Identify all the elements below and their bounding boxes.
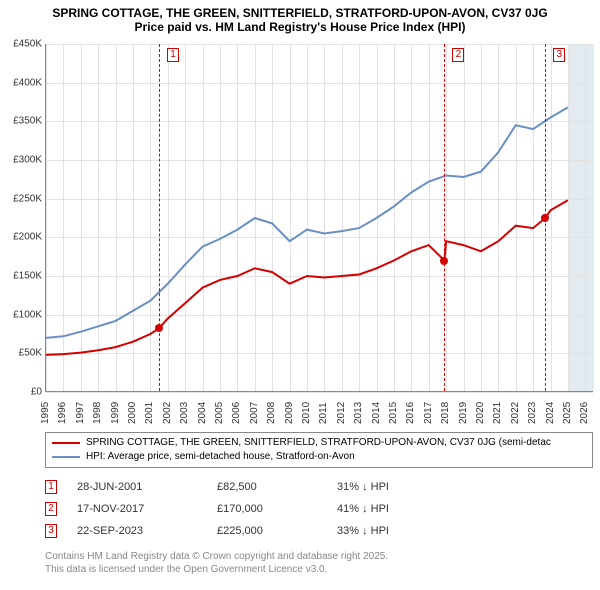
x-tick-label: 2018 [440,402,451,424]
series-line-hpi [46,107,568,338]
legend-swatch-property [52,442,80,444]
footer-line-2: This data is licensed under the Open Gov… [45,563,593,576]
sales-row: 2 17-NOV-2017 £170,000 41% ↓ HPI [45,498,593,520]
x-tick-label: 1999 [110,402,121,424]
x-tick-label: 2008 [266,402,277,424]
x-tick-label: 2004 [197,402,208,424]
x-tick-label: 2023 [527,402,538,424]
x-tick-label: 2026 [579,402,590,424]
sales-price: £225,000 [217,525,337,537]
sale-marker-point [541,214,549,222]
sales-row: 1 28-JUN-2001 £82,500 31% ↓ HPI [45,476,593,498]
sales-diff: 31% ↓ HPI [337,481,467,493]
sales-row: 3 22-SEP-2023 £225,000 33% ↓ HPI [45,520,593,542]
sales-diff: 33% ↓ HPI [337,525,467,537]
x-tick-label: 2020 [475,402,486,424]
x-tick-label: 2012 [336,402,347,424]
sales-price: £170,000 [217,503,337,515]
y-tick-label: £400K [13,77,46,88]
x-tick-label: 2000 [127,402,138,424]
y-tick-label: £150K [13,271,46,282]
footer-line-1: Contains HM Land Registry data © Crown c… [45,550,593,563]
series-line-property [46,200,568,355]
x-tick-label: 2005 [214,402,225,424]
x-tick-label: 1996 [57,402,68,424]
sale-marker-badge: 3 [553,48,565,62]
x-tick-label: 2001 [144,402,155,424]
x-tick-label: 2003 [179,402,190,424]
x-tick-label: 2024 [545,402,556,424]
x-tick-label: 2013 [353,402,364,424]
legend: SPRING COTTAGE, THE GREEN, SNITTERFIELD,… [45,432,593,468]
x-tick-label: 2014 [371,402,382,424]
title-line-1: SPRING COTTAGE, THE GREEN, SNITTERFIELD,… [10,6,590,20]
y-tick-label: £200K [13,232,46,243]
sales-date: 17-NOV-2017 [77,503,217,515]
sale-marker-point [440,257,448,265]
chart-container: SPRING COTTAGE, THE GREEN, SNITTERFIELD,… [0,0,600,590]
chart-title: SPRING COTTAGE, THE GREEN, SNITTERFIELD,… [0,0,600,36]
x-tick-label: 2009 [284,402,295,424]
y-tick-label: £100K [13,309,46,320]
footer-note: Contains HM Land Registry data © Crown c… [45,550,593,576]
sales-date: 22-SEP-2023 [77,525,217,537]
y-tick-label: £0 [31,387,46,398]
legend-item-hpi: HPI: Average price, semi-detached house,… [52,450,586,464]
x-tick-label: 2002 [162,402,173,424]
x-tick-label: 1998 [92,402,103,424]
x-tick-label: 2019 [458,402,469,424]
x-tick-label: 2010 [301,402,312,424]
y-tick-label: £300K [13,155,46,166]
sale-marker-badge: 2 [452,48,464,62]
sales-badge: 2 [45,502,57,516]
sale-marker-line [159,44,160,391]
sales-table: 1 28-JUN-2001 £82,500 31% ↓ HPI 2 17-NOV… [45,476,593,542]
sale-marker-point [155,324,163,332]
series-lines [46,44,593,391]
plot-area: £0£50K£100K£150K£200K£250K£300K£350K£400… [45,44,593,392]
x-tick-label: 2017 [423,402,434,424]
legend-swatch-hpi [52,456,80,458]
x-tick-label: 1995 [40,402,51,424]
y-tick-label: £50K [19,348,46,359]
y-tick-label: £450K [13,39,46,50]
y-tick-label: £350K [13,116,46,127]
sale-marker-badge: 1 [167,48,179,62]
sales-badge: 3 [45,524,57,538]
title-line-2: Price paid vs. HM Land Registry's House … [10,20,590,34]
x-tick-label: 1997 [75,402,86,424]
x-tick-label: 2021 [492,402,503,424]
x-tick-label: 2022 [510,402,521,424]
x-tick-label: 2025 [562,402,573,424]
x-tick-label: 2007 [249,402,260,424]
sales-price: £82,500 [217,481,337,493]
legend-item-property: SPRING COTTAGE, THE GREEN, SNITTERFIELD,… [52,436,586,450]
sale-marker-line [444,44,445,391]
legend-label-hpi: HPI: Average price, semi-detached house,… [86,450,355,464]
sales-date: 28-JUN-2001 [77,481,217,493]
sales-diff: 41% ↓ HPI [337,503,467,515]
y-tick-label: £250K [13,193,46,204]
sales-badge: 1 [45,480,57,494]
gridline-h [46,392,593,393]
x-tick-label: 2015 [388,402,399,424]
x-tick-label: 2011 [318,402,329,424]
x-tick-label: 2016 [405,402,416,424]
x-tick-label: 2006 [231,402,242,424]
legend-label-property: SPRING COTTAGE, THE GREEN, SNITTERFIELD,… [86,436,551,450]
